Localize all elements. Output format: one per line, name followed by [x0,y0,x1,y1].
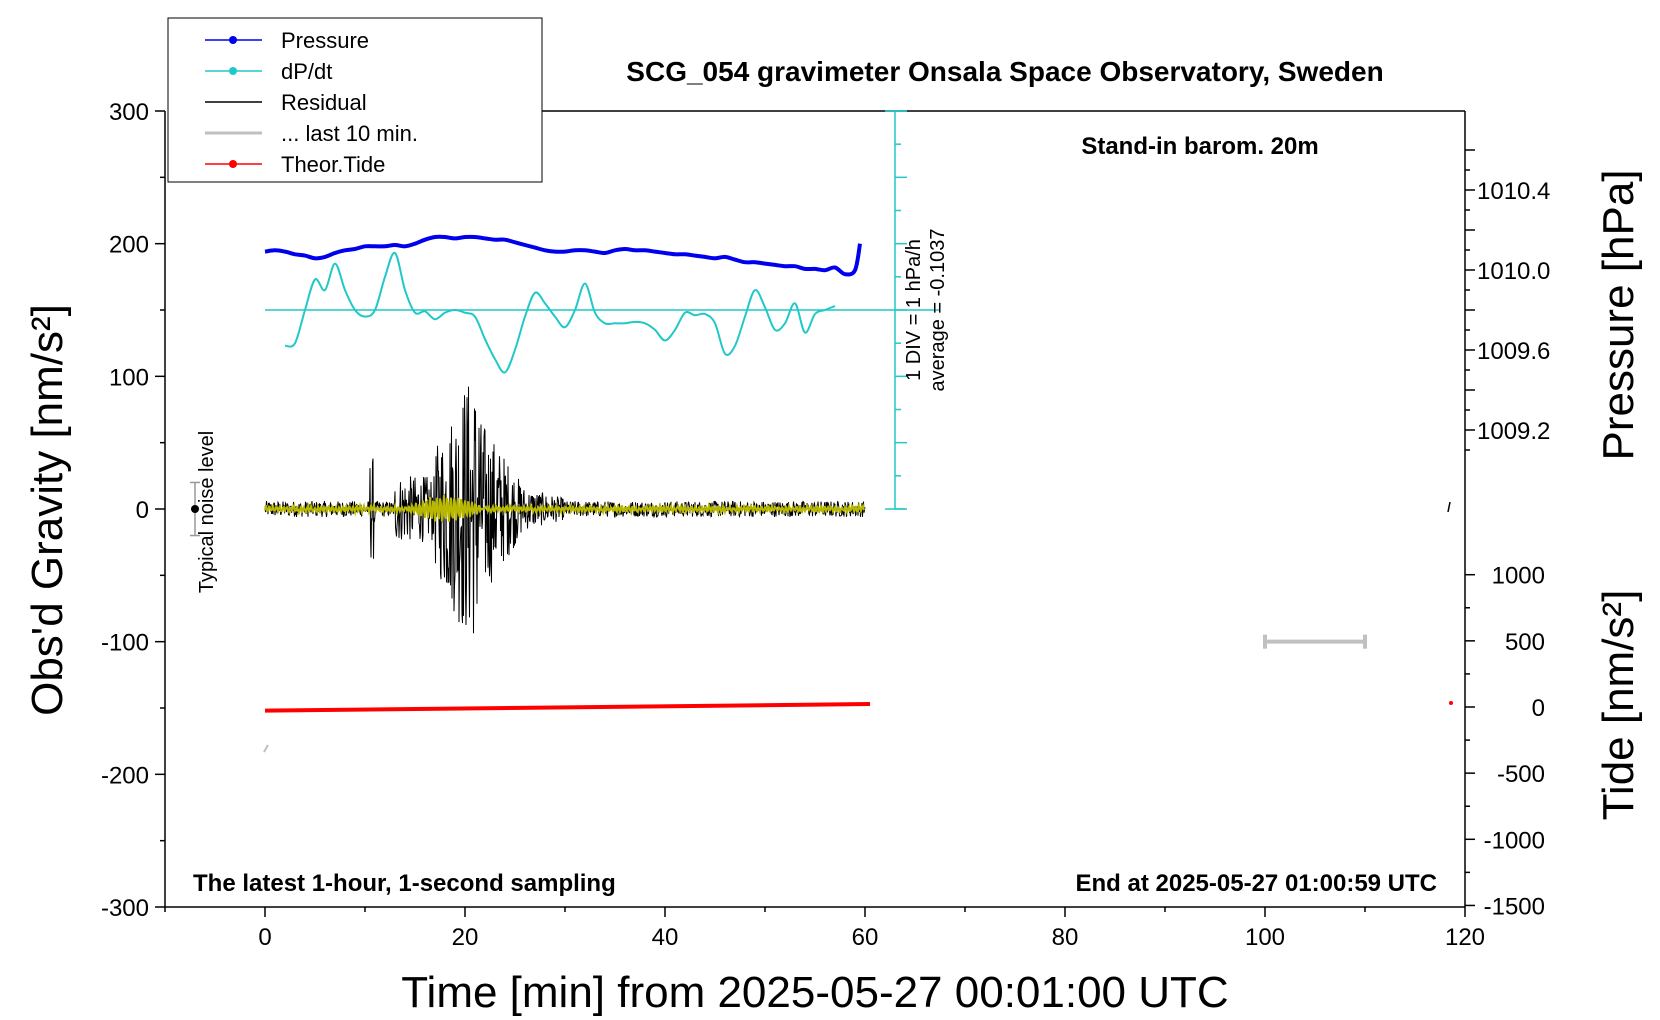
legend-label: ... last 10 min. [281,121,418,146]
tide-right-dot [1449,701,1453,705]
tide-axis-label: Tide [nm/s²] [1594,590,1643,821]
noise-level-label: Typical noise level [196,431,218,593]
y-axis-ticks: 300 200 100 0 -100 -200 -300 [101,99,165,922]
x-tick-label: 0 [258,924,271,951]
tide-tick-label: -1500 [1484,893,1545,920]
pressure-axis-label: Pressure [hPa] [1594,169,1643,460]
legend-label: dP/dt [281,59,332,84]
y-tick-label: -300 [101,895,149,922]
last-10min-start-mark [263,744,269,753]
dpdt-scale-label: 1 DIV = 1 hPa/h [903,239,925,381]
legend-label: Pressure [281,28,369,53]
chart-title: SCG_054 gravimeter Onsala Space Observat… [626,56,1383,87]
y-tick-label: 100 [109,364,149,391]
end-time-note: End at 2025-05-27 01:00:59 UTC [1076,870,1438,897]
legend-box [167,17,543,183]
legend-label: Theor.Tide [281,152,385,177]
dpdt-average-label: average = -0.1037 [927,229,949,392]
tide-right-tick-mark [1447,501,1451,513]
x-axis-ticks: 0 20 40 60 80 100 120 [164,907,1485,951]
x-tick-label: 80 [1052,924,1079,951]
y-tick-label: -200 [101,762,149,789]
x-tick-label: 120 [1445,924,1485,951]
series-layer [263,234,1453,753]
legend-label: Residual [281,90,367,115]
legend-swatch-dot [229,36,237,44]
y-tick-label: 200 [109,232,149,259]
tide-tick-label: 1000 [1492,563,1545,590]
y-tick-label: 300 [109,99,149,126]
tide-axis-ticks: 1000 500 0 -500 -1000 -1500 [1465,563,1545,920]
tide-tick-label: 500 [1505,629,1545,656]
pressure-tick-label: 1009.2 [1477,418,1550,445]
pressure-tick-label: 1009.6 [1477,338,1550,365]
legend-swatch-dot [229,160,237,168]
ten-minute-scale-bar [1263,634,1367,649]
tide-tick-label: -500 [1497,761,1545,788]
pressure-line [264,234,862,277]
pressure-tick-label: 1010.4 [1477,178,1550,205]
tide-line [264,702,871,713]
x-axis-label: Time [min] from 2025-05-27 00:01:00 UTC [401,968,1228,1017]
tide-tick-label: 0 [1532,695,1545,722]
x-tick-label: 60 [852,924,879,951]
y-axis-label: Obs'd Gravity [nm/s²] [23,304,72,716]
residual-filtered-line [264,495,865,522]
y-tick-label: 0 [136,497,149,524]
barometer-note: Stand-in barom. 20m [1081,133,1318,160]
noise-center-dot [191,505,199,513]
x-tick-label: 20 [452,924,479,951]
legend: Pressure dP/dt Residual ... last 10 min. The… [167,17,543,183]
pressure-tick-label: 1010.0 [1477,258,1550,285]
pressure-axis-ticks: 1010.4 1010.0 1009.6 1009.2 [1465,149,1550,451]
dpdt-line [284,251,836,374]
window-note: The latest 1-hour, 1-second sampling [193,870,616,897]
tide-tick-label: -1000 [1484,827,1545,854]
y-tick-label: -100 [101,630,149,657]
legend-swatch-dot [229,67,237,75]
noise-level-indicator [190,481,200,537]
x-tick-label: 40 [652,924,679,951]
x-tick-label: 100 [1245,924,1285,951]
